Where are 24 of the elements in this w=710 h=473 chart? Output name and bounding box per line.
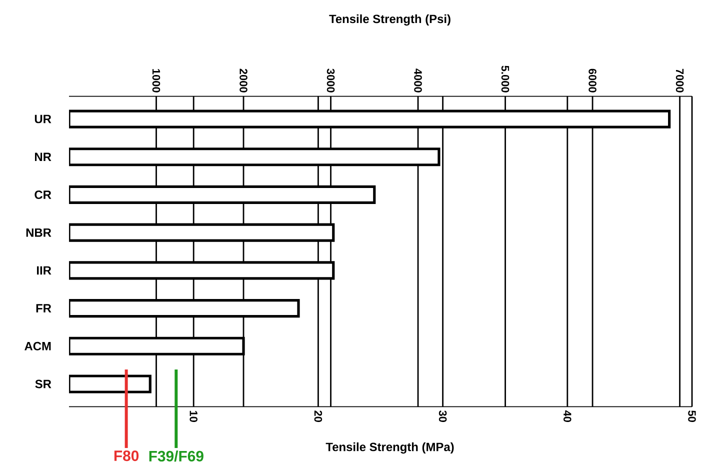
y-tick-label: ACM <box>24 342 51 350</box>
x2-tick-label: 2000 <box>240 68 248 92</box>
x-tick-label: 10 <box>190 410 198 422</box>
x2-tick-label: 4000 <box>414 68 422 92</box>
x-axis-title: Tensile Strength (MPa) <box>326 442 454 454</box>
y-tick-label: CR <box>34 190 52 199</box>
y-tick-label: FR <box>36 304 52 312</box>
x-tick-label: 20 <box>314 410 322 422</box>
y-tick-label: NBR <box>26 228 52 237</box>
x2-tick-label: 5.000 <box>501 66 510 92</box>
x2-tick-label: 6000 <box>588 68 596 92</box>
x2-tick-label: 7000 <box>676 68 684 92</box>
x-tick-label: 40 <box>564 410 572 422</box>
x-tick-label: 50 <box>688 410 696 422</box>
ref-line-label: F80 <box>114 450 139 462</box>
y-tick-label: IIR <box>37 266 52 275</box>
x2-tick-label: 1000 <box>152 69 160 92</box>
y-tick-label: UR <box>34 114 52 124</box>
y-tick-label: SR <box>35 380 52 388</box>
x-tick-label: 30 <box>438 410 447 422</box>
ref-line-label: F39/F69 <box>149 450 204 462</box>
y-tick-label: NR <box>35 152 52 161</box>
x2-axis-title: Tensile Strength (Psi) <box>329 14 450 26</box>
x2-tick-label: 3000 <box>326 68 335 92</box>
